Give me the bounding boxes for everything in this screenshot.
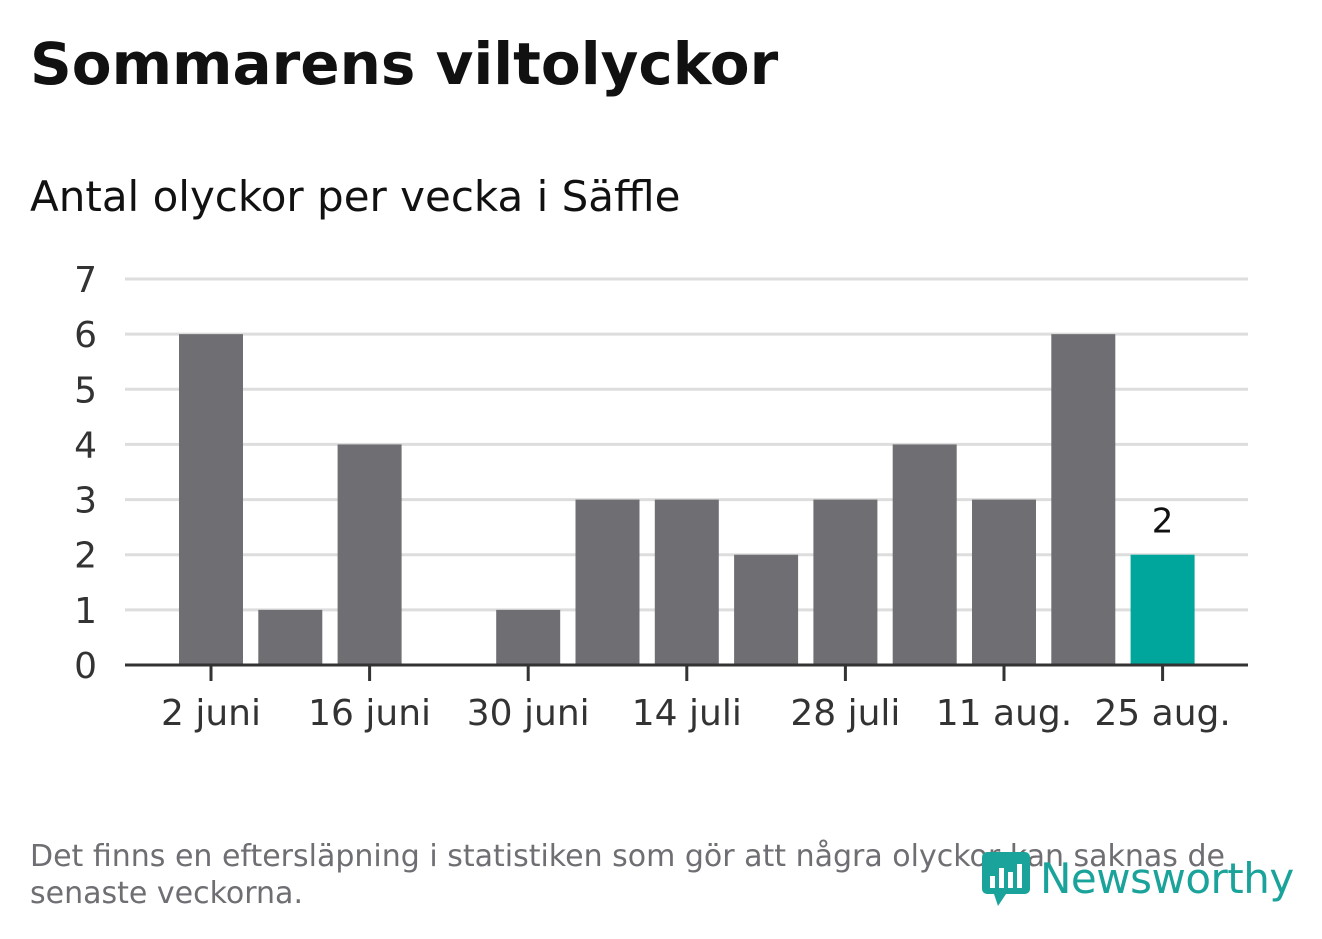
bar (734, 554, 799, 665)
x-tick-label: 16 juni (308, 693, 431, 734)
bar (892, 444, 957, 665)
bar (654, 499, 719, 665)
bar-chart: 0 1 2 3 4 5 6 7 2 juni 16 juni 30 juni 14 juli 28 ju… (74, 260, 1248, 734)
y-tick-label: 1 (74, 591, 97, 632)
x-tick-label: 11 aug. (936, 693, 1072, 734)
bar (1130, 554, 1195, 665)
y-tick-label: 3 (74, 481, 97, 522)
x-tick-label: 2 juni (161, 693, 261, 734)
y-tick-label: 2 (74, 536, 97, 577)
x-tick-label: 28 juli (790, 693, 900, 734)
y-tick-label: 7 (74, 260, 97, 301)
x-tick-label: 25 aug. (1094, 693, 1230, 734)
bar (575, 499, 640, 665)
bar (972, 499, 1036, 665)
y-tick-label: 0 (74, 646, 97, 687)
bar (179, 334, 243, 665)
bar (813, 499, 878, 665)
bar (496, 609, 561, 665)
y-tick-label: 4 (74, 425, 97, 466)
y-tick-label: 5 (74, 370, 97, 411)
newsworthy-logo-icon (982, 852, 1030, 906)
x-tick-label: 30 juni (467, 693, 590, 734)
bar (258, 609, 323, 665)
logo-text: Newsworthy (1040, 853, 1294, 903)
chart-subtitle: Antal olyckor per vecka i Säffle (30, 172, 681, 221)
bar (337, 444, 402, 665)
chart-title: Sommarens viltolyckor (30, 30, 779, 98)
bar (1051, 334, 1116, 665)
x-tick-label: 14 juli (632, 693, 742, 734)
newsworthy-logo: Newsworthy (980, 846, 1294, 910)
data-label: 2 (1152, 502, 1174, 542)
y-tick-label: 6 (74, 315, 97, 356)
